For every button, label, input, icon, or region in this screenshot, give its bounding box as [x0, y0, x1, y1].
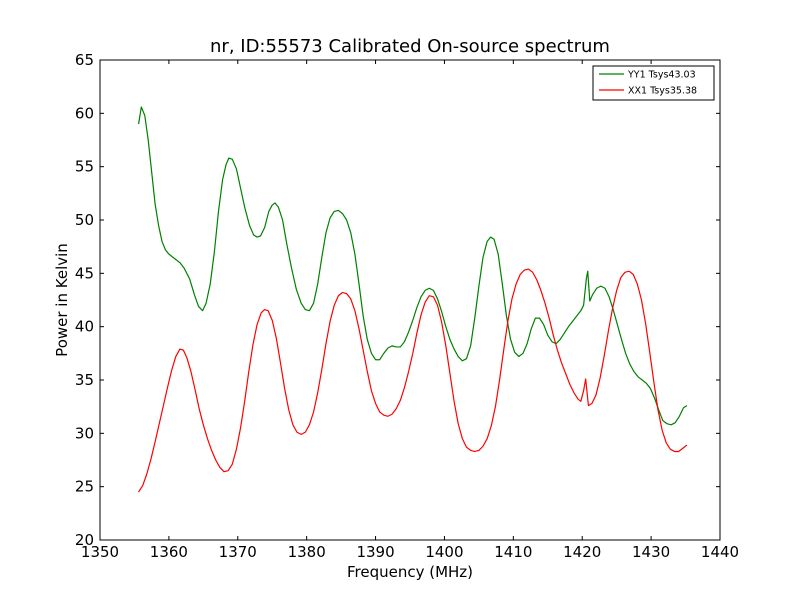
y-tick-label: 35 [75, 371, 94, 389]
x-tick-label: 1370 [219, 543, 257, 561]
y-tick-label: 65 [75, 51, 94, 69]
x-tick-label: 1430 [632, 543, 670, 561]
ticks-layer: 1350 1360 1370 1380 1390 1400 1410 1420 1430 1440… [75, 51, 739, 561]
plot-area [100, 60, 720, 540]
y-tick-label: 50 [75, 211, 94, 229]
y-tick-label: 30 [75, 424, 94, 442]
x-tick-label: 1390 [356, 543, 394, 561]
x-tick-label: 1350 [81, 543, 119, 561]
y-tick-label: 25 [75, 478, 94, 496]
legend-label-xx1: XX1 Tsys35.38 [628, 86, 697, 97]
x-tick-label: 1440 [701, 543, 739, 561]
y-tick-label: 55 [75, 158, 94, 176]
series-line-0 [137, 106, 688, 426]
series-layer [137, 106, 688, 493]
y-tick-label: 60 [75, 104, 94, 122]
y-tick-label: 40 [75, 318, 94, 336]
x-tick-label: 1400 [425, 543, 463, 561]
y-axis-label: Power in Kelvin [53, 243, 71, 357]
legend: YY1 Tsys43.03 XX1 Tsys35.38 [592, 65, 715, 101]
legend-box [592, 65, 715, 101]
chart-title: nr, ID:55573 Calibrated On-source spectr… [210, 36, 610, 57]
series-line-1 [138, 268, 688, 493]
y-tick-label: 45 [75, 264, 94, 282]
legend-label-yy1: YY1 Tsys43.03 [627, 70, 696, 81]
y-tick-label: 20 [75, 531, 94, 549]
x-tick-label: 1410 [494, 543, 532, 561]
x-tick-label: 1420 [563, 543, 601, 561]
x-tick-label: 1380 [288, 543, 326, 561]
plot-frame [99, 59, 721, 541]
x-axis-label: Frequency (MHz) [347, 563, 473, 581]
x-tick-label: 1360 [150, 543, 188, 561]
